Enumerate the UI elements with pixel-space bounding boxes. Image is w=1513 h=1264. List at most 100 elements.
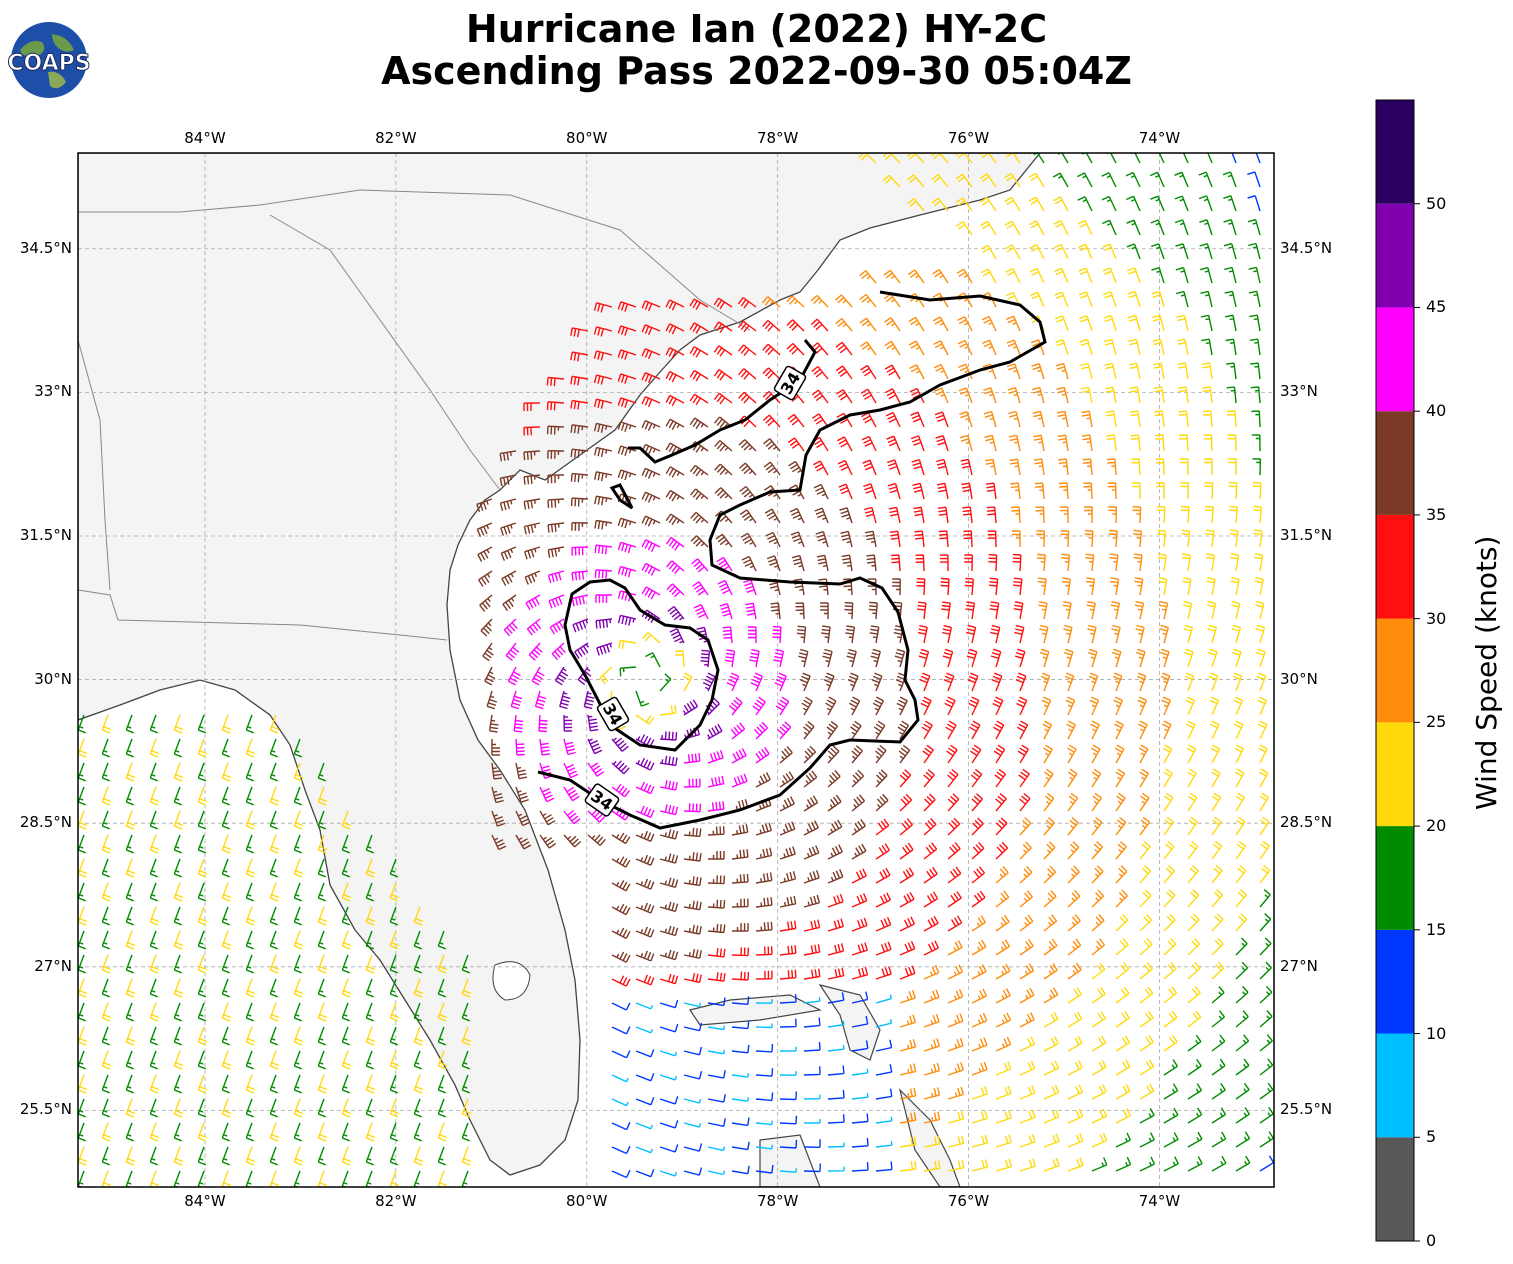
wind-barb-593 xyxy=(1208,648,1218,668)
wind-barb-1215 xyxy=(461,1026,472,1046)
wind-barb-1252 xyxy=(269,1050,280,1070)
wind-barb-1018 xyxy=(1235,889,1247,908)
lon-tick-top-3: 78°W xyxy=(756,129,799,147)
wind-barb-395 xyxy=(1204,505,1214,524)
wind-barb-1172 xyxy=(635,1002,654,1010)
wind-barb-1073 xyxy=(293,954,303,974)
wind-barb-1027 xyxy=(245,930,255,950)
wind-barb-710 xyxy=(1185,720,1196,740)
wind-barb-37 xyxy=(1004,196,1021,212)
wind-barb-176 xyxy=(546,376,565,387)
wind-barb-1396 xyxy=(611,1122,631,1131)
wind-barb-1049 xyxy=(923,915,939,932)
wind-barb-782 xyxy=(803,770,818,788)
wind-barb-632 xyxy=(149,714,159,734)
wind-barb-1309 xyxy=(683,1071,703,1080)
wind-barb-130 xyxy=(859,317,877,332)
wind-barb-878 xyxy=(923,817,937,836)
wind-barb-528 xyxy=(1231,600,1241,620)
wind-barb-1143 xyxy=(1019,963,1035,980)
wind-barb-1419 xyxy=(1163,1107,1179,1124)
wind-barb-523 xyxy=(1110,601,1121,620)
wind-barb-451 xyxy=(964,554,973,572)
colorbar-bin-8 xyxy=(1376,307,1414,412)
wind-barb-995 xyxy=(683,900,702,911)
wind-barb-1072 xyxy=(269,954,280,974)
wind-barb-758 xyxy=(78,786,87,806)
wind-barb-959 xyxy=(851,868,867,884)
wind-barb-133 xyxy=(932,316,949,332)
wind-barb-15 xyxy=(1231,153,1237,164)
wind-barb-554 xyxy=(1063,624,1073,644)
lake-okeechobee xyxy=(492,961,531,1001)
wind-barb-271 xyxy=(570,448,589,458)
wind-barb-1442 xyxy=(635,1146,654,1154)
lon-tick-bottom-5: 74°W xyxy=(1138,1192,1181,1210)
wind-barb-822 xyxy=(683,803,701,813)
wind-barb-189 xyxy=(860,364,877,380)
wind-barb-1000 xyxy=(803,894,821,908)
wind-barb-1088 xyxy=(779,945,797,956)
wind-barb-1301 xyxy=(365,1074,376,1094)
wind-barb-1197 xyxy=(1235,985,1249,1004)
wind-barb-1059 xyxy=(1163,913,1176,932)
wind-barb-313 xyxy=(812,460,829,476)
wind-barb-1142 xyxy=(995,963,1011,980)
wind-barb-950 xyxy=(635,878,655,890)
wind-barb-906 xyxy=(389,858,399,878)
wind-barb-931 xyxy=(1187,840,1199,860)
wind-barb-1158 xyxy=(173,1002,183,1022)
wind-barb-524 xyxy=(1134,600,1145,620)
wind-barb-80 xyxy=(1029,267,1045,284)
wind-barb-1058 xyxy=(1139,913,1153,932)
wind-barb-938 xyxy=(149,882,159,902)
wind-barb-962 xyxy=(923,866,938,884)
wind-barb-235 xyxy=(1226,386,1237,404)
wind-barb-72 xyxy=(1248,242,1261,260)
lon-tick-bottom-3: 78°W xyxy=(756,1192,799,1210)
wind-barb-1229 xyxy=(923,1013,940,1028)
wind-barb-211 xyxy=(641,396,661,408)
wind-barb-75 xyxy=(907,269,925,284)
wind-barb-833 xyxy=(947,793,960,812)
wind-barb-756 xyxy=(1234,744,1245,764)
wind-barb-1239 xyxy=(1163,1010,1178,1028)
wind-barb-973 xyxy=(1187,865,1199,884)
wind-barb-744 xyxy=(946,744,958,764)
wind-barb-441 xyxy=(716,556,733,572)
wind-barb-596 xyxy=(486,690,498,710)
wind-barb-1182 xyxy=(875,994,893,1004)
wind-barb-33 xyxy=(907,198,925,212)
wind-barb-1176 xyxy=(731,996,750,1005)
wind-barb-538 xyxy=(669,627,685,644)
wind-barb-1153 xyxy=(1259,961,1272,980)
wind-barb-573 xyxy=(724,649,736,668)
wind-barb-1025 xyxy=(197,930,207,950)
wind-barb-1292 xyxy=(149,1074,160,1094)
wind-barb-779 xyxy=(731,773,748,788)
wind-barb-776 xyxy=(659,780,678,791)
wind-barb-823 xyxy=(707,801,725,812)
wind-barb-30 xyxy=(1198,171,1213,188)
wind-barb-604 xyxy=(682,672,693,692)
wind-barb-992 xyxy=(611,903,631,916)
lat-tick-left-5: 27°N xyxy=(34,956,72,975)
wind-barb-1216 xyxy=(611,1026,631,1035)
wind-barb-820 xyxy=(635,805,655,819)
wind-barb-585 xyxy=(1014,648,1026,668)
wind-barb-1331 xyxy=(1211,1058,1226,1076)
wind-barb-602 xyxy=(635,690,650,707)
wind-barb-1324 xyxy=(1043,1060,1060,1076)
wind-barb-302 xyxy=(547,474,565,484)
wind-barb-1181 xyxy=(851,991,869,1004)
wind-barb-659 xyxy=(992,696,1004,716)
wind-barb-1407 xyxy=(875,1116,893,1124)
wind-barb-1111 xyxy=(125,978,136,998)
wind-barb-991 xyxy=(413,906,424,926)
wind-barb-28 xyxy=(1149,171,1165,188)
wind-barb-330 xyxy=(1228,458,1237,476)
wind-barb-759 xyxy=(101,786,112,806)
wind-barb-807 xyxy=(197,810,207,830)
wind-barb-127 xyxy=(786,319,805,332)
lat-tick-left-6: 25.5°N xyxy=(19,1100,72,1119)
